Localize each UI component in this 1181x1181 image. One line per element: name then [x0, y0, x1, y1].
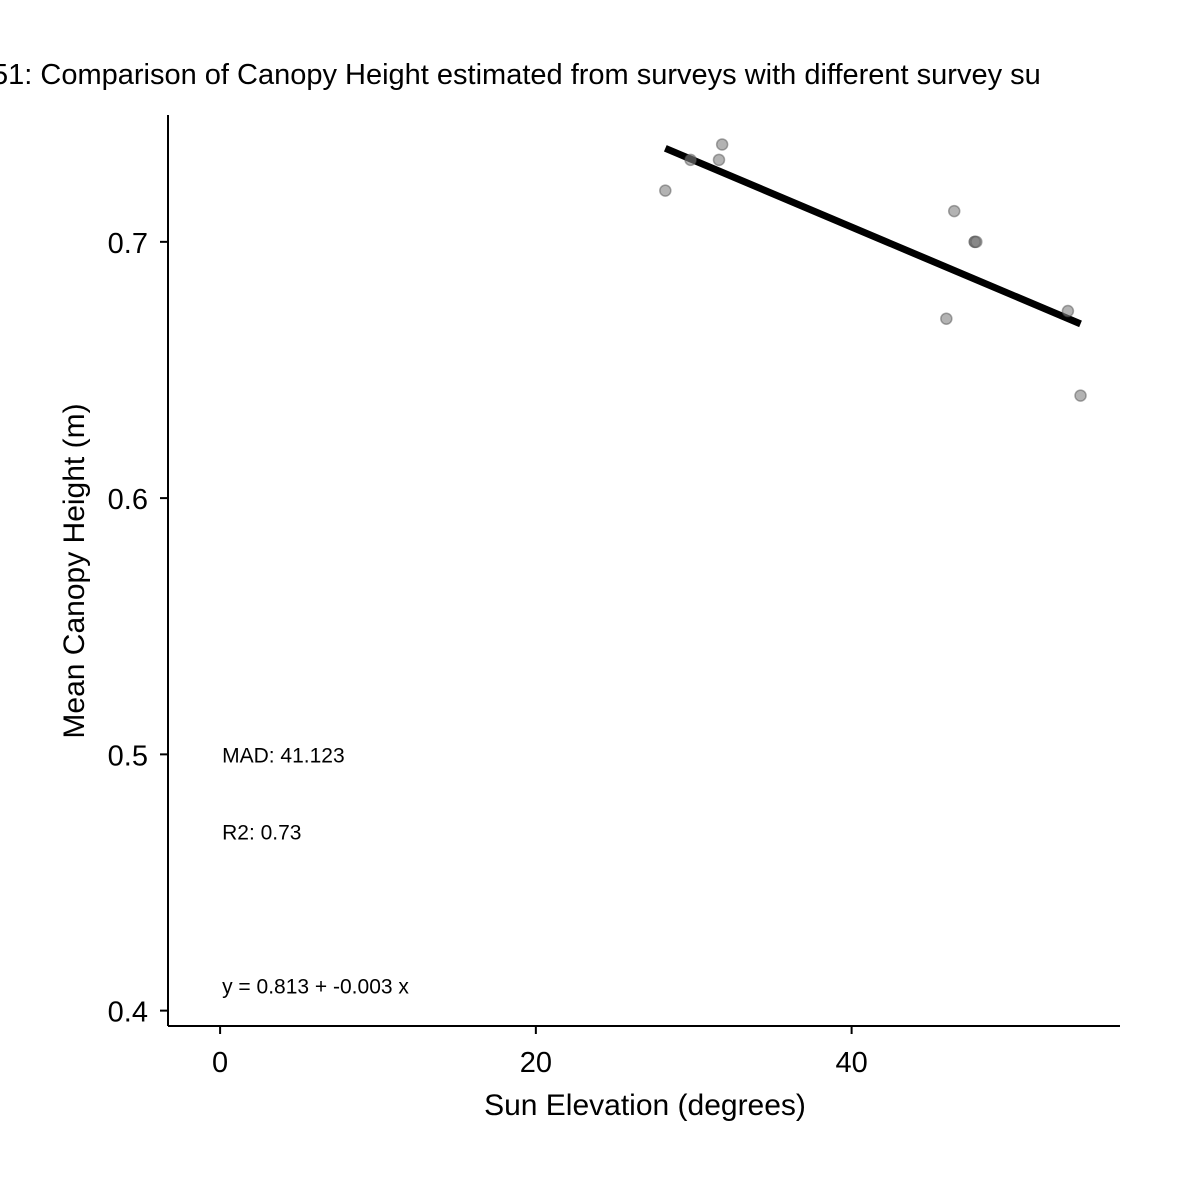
y-tick-label: 0.5	[108, 740, 148, 772]
y-tick-label: 0.4	[108, 997, 148, 1029]
x-tick-label: 40	[835, 1047, 867, 1079]
data-point	[659, 184, 672, 197]
x-axis-label: Sun Elevation (degrees)	[484, 1089, 806, 1122]
y-tick-label: 0.6	[108, 484, 148, 516]
y-tick-label: 0.7	[108, 228, 148, 260]
chart-title: 51: Comparison of Canopy Height estimate…	[0, 59, 1041, 91]
data-point	[1074, 389, 1087, 402]
stat-annotation: y = 0.813 + -0.003 x	[222, 975, 409, 998]
regression-line	[663, 145, 1082, 328]
x-tick-label: 0	[212, 1047, 228, 1079]
y-axis-label: Mean Canopy Height (m)	[58, 403, 91, 738]
stat-annotation: R2: 0.73	[222, 822, 301, 845]
data-point	[712, 153, 726, 167]
data-point	[970, 235, 983, 249]
data-point	[1061, 304, 1075, 318]
plot-area: 0 20 40 0.4 0.5 0.6 0.7 MAD: 41.123 R2: 0.73 y = …	[108, 115, 1120, 1079]
data-point	[947, 204, 961, 218]
stat-annotation: MAD: 41.123	[222, 745, 345, 768]
x-tick-label: 20	[520, 1047, 552, 1079]
data-point	[715, 138, 729, 151]
data-point	[940, 312, 953, 325]
data-point	[684, 153, 697, 167]
